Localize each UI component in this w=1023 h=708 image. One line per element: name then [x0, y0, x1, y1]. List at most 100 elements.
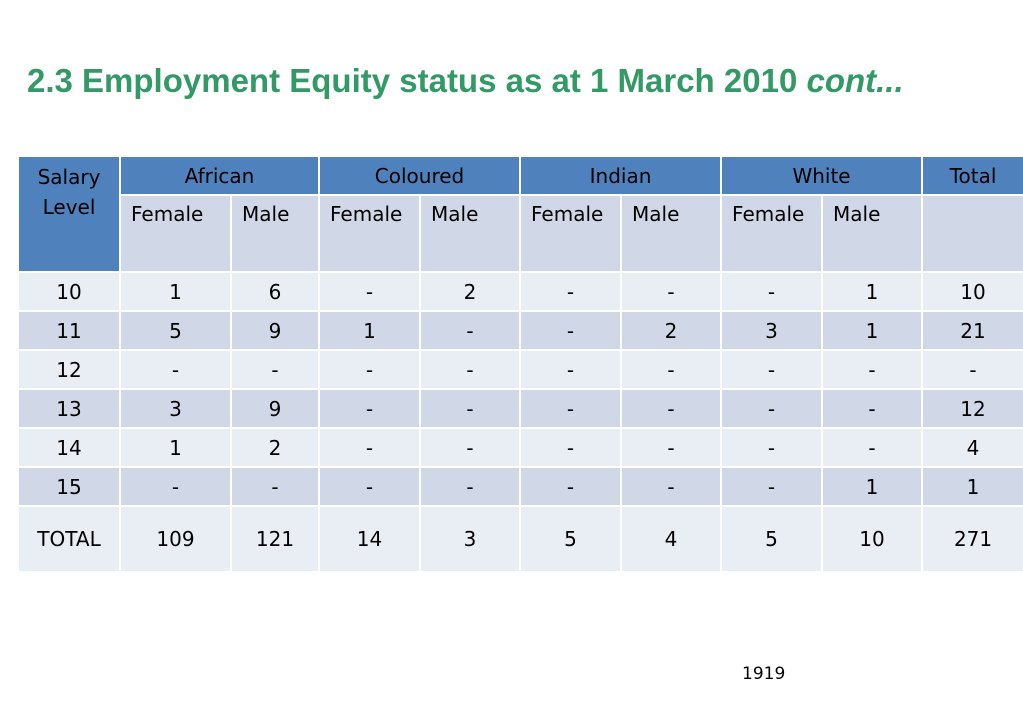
table-cell: - — [418, 388, 522, 429]
sub-header-total-empty — [921, 194, 1023, 273]
table-cell: - — [318, 427, 421, 468]
table-cell: 9 — [230, 310, 320, 351]
table-cell: 271 — [921, 505, 1023, 573]
table-cell: - — [519, 466, 623, 507]
group-header-indian: Indian — [519, 155, 723, 196]
salary-level-cell: 14 — [17, 427, 121, 468]
title-cont: cont... — [806, 62, 904, 99]
table-cell: 5 — [119, 310, 232, 351]
table-cell: - — [519, 388, 623, 429]
table-cell: - — [230, 349, 320, 390]
table-cell: 1 — [318, 310, 421, 351]
table-cell: - — [720, 349, 824, 390]
table-cell: 3 — [720, 310, 824, 351]
table-cell: 1 — [119, 271, 232, 312]
sub-header-row: Female Male Female Male Female Male Fema… — [18, 194, 1023, 273]
table-cell: - — [921, 349, 1023, 390]
sub-header-female: Female — [318, 194, 421, 273]
table-row: 12- - - - - - - - - — [17, 349, 1023, 390]
table-cell: 2 — [230, 427, 320, 468]
table-cell: - — [519, 310, 623, 351]
table-cell: - — [620, 466, 723, 507]
table-cell: 1 — [921, 466, 1023, 507]
total-header: Total — [921, 155, 1023, 196]
sub-header-female: Female — [119, 194, 232, 273]
table-row: 14 1 2- - - - - -4 — [17, 427, 1023, 468]
table-cell: - — [318, 388, 421, 429]
table-cell: - — [720, 466, 824, 507]
table-row: 10 1 6-2- - -1 10 — [17, 271, 1023, 312]
table-cell: 4 — [921, 427, 1023, 468]
salary-level-cell: 13 — [17, 388, 121, 429]
employment-equity-table: Salary Level African Coloured Indian Whit… — [17, 155, 1023, 573]
table-cell: - — [519, 271, 623, 312]
table-cell: 6 — [230, 271, 320, 312]
table-cell: 121 — [230, 505, 320, 573]
table-cell: 21 — [921, 310, 1023, 351]
group-header-coloured: Coloured — [317, 155, 522, 196]
table-cell: - — [620, 271, 723, 312]
table-cell: - — [519, 349, 623, 390]
table-cell: - — [519, 427, 623, 468]
table-cell: 1 — [821, 310, 924, 351]
table-cell: 5 — [720, 505, 824, 573]
sub-header-male: Male — [418, 194, 522, 273]
sub-header-female: Female — [519, 194, 623, 273]
group-header-row: Salary Level African Coloured Indian Whit… — [17, 155, 1023, 273]
salary-level-cell: 11 — [17, 310, 121, 351]
group-header-white: White — [720, 155, 924, 196]
table-row: 13 3 9- - - - - -12 — [17, 388, 1023, 429]
table-cell: - — [119, 349, 232, 390]
table-cell: - — [418, 427, 522, 468]
table-cell: - — [620, 427, 723, 468]
table-cell: - — [318, 271, 421, 312]
table-cell: 4 — [620, 505, 723, 573]
table-total-row: TOTAL 109 121 14 3 5 4 5 10 271 — [17, 505, 1023, 573]
table-cell: - — [230, 466, 320, 507]
table-row: 15- - - - - - -1 1 — [17, 466, 1023, 507]
table-cell: 2 — [418, 271, 522, 312]
table-cell: 10 — [821, 505, 924, 573]
table-cell: 1 — [821, 466, 924, 507]
table-cell: - — [620, 349, 723, 390]
table-cell: 10 — [921, 271, 1023, 312]
page-number: 1919 — [742, 664, 786, 684]
salary-level-cell: 15 — [17, 466, 121, 507]
table-cell: - — [418, 466, 522, 507]
sub-header-male: Male — [230, 194, 320, 273]
table-body: 10 1 6-2- - -1 10 11 5 9 1- -2 3 1 21 12- - - - - - - - -13 3 9-… — [17, 271, 1023, 573]
table-cell: 1 — [119, 427, 232, 468]
table-cell: 5 — [519, 505, 623, 573]
table-cell: - — [821, 388, 924, 429]
salary-header-line1: Salary — [37, 165, 101, 189]
table-cell: 3 — [119, 388, 232, 429]
salary-level-cell: TOTAL — [17, 505, 121, 573]
table-cell: - — [620, 388, 723, 429]
table-cell: 109 — [119, 505, 232, 573]
salary-level-cell: 10 — [17, 271, 121, 312]
table-cell: 2 — [620, 310, 723, 351]
table-cell: - — [318, 349, 421, 390]
table-cell: - — [821, 349, 924, 390]
table-cell: - — [119, 466, 232, 507]
table-cell: 1 — [821, 271, 924, 312]
title-main: 2.3 Employment Equity status as at 1 Mar… — [27, 62, 807, 99]
group-header-african: African — [119, 155, 320, 196]
table-cell: - — [418, 349, 522, 390]
table-cell: - — [720, 427, 824, 468]
sub-header-male: Male — [620, 194, 723, 273]
table-cell: 9 — [230, 388, 320, 429]
table-cell: - — [821, 427, 924, 468]
table-cell: 3 — [418, 505, 522, 573]
table-cell: 14 — [318, 505, 421, 573]
table-cell: - — [318, 466, 421, 507]
table-cell: - — [720, 271, 824, 312]
sub-header-female: Female — [720, 194, 824, 273]
table-cell: - — [418, 310, 522, 351]
salary-level-cell: 12 — [17, 349, 121, 390]
salary-header-line2: Level — [42, 195, 96, 219]
table-row: 11 5 9 1- -2 3 1 21 — [17, 310, 1023, 351]
sub-header-male: Male — [821, 194, 924, 273]
table-cell: - — [720, 388, 824, 429]
page-title: 2.3 Employment Equity status as at 1 Mar… — [27, 62, 1017, 100]
